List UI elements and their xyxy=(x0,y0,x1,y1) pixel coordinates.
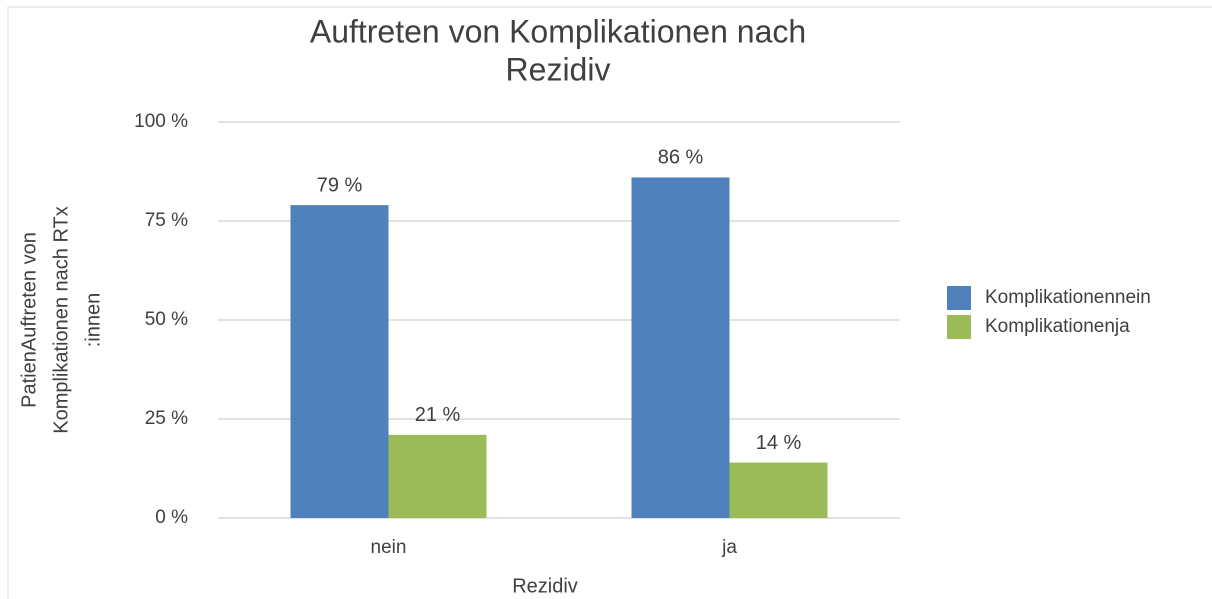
x-tick-label: ja xyxy=(721,537,737,558)
bar xyxy=(631,177,730,518)
y-tick-label: 50 % xyxy=(145,309,188,330)
x-axis-label: Rezidiv xyxy=(512,575,578,597)
chart-title: Rezidiv xyxy=(506,51,611,87)
legend-label: Komplikationennein xyxy=(985,287,1151,308)
y-axis-label: Komplikationen nach RTx xyxy=(50,206,72,434)
x-tick-label: nein xyxy=(371,537,407,558)
legend-swatch xyxy=(947,286,971,310)
y-axis-label: PatienAuftreten von xyxy=(18,232,40,408)
data-label: 21 % xyxy=(415,404,461,426)
legend-swatch xyxy=(947,315,971,339)
y-tick-label: 75 % xyxy=(145,210,188,231)
legend-label: Komplikationenja xyxy=(985,316,1130,337)
bar xyxy=(388,434,487,518)
bar xyxy=(290,205,389,518)
y-axis-label: :innen xyxy=(82,293,104,348)
bar xyxy=(729,462,828,518)
y-tick-label: 25 % xyxy=(145,408,188,429)
chart-title: Auftreten von Komplikationen nach xyxy=(310,13,806,49)
y-tick-label: 100 % xyxy=(134,111,188,132)
data-label: 79 % xyxy=(317,174,363,196)
y-tick-label: 0 % xyxy=(155,507,188,528)
data-label: 14 % xyxy=(756,432,802,454)
chart-border xyxy=(7,6,1212,599)
data-label: 86 % xyxy=(658,147,704,169)
